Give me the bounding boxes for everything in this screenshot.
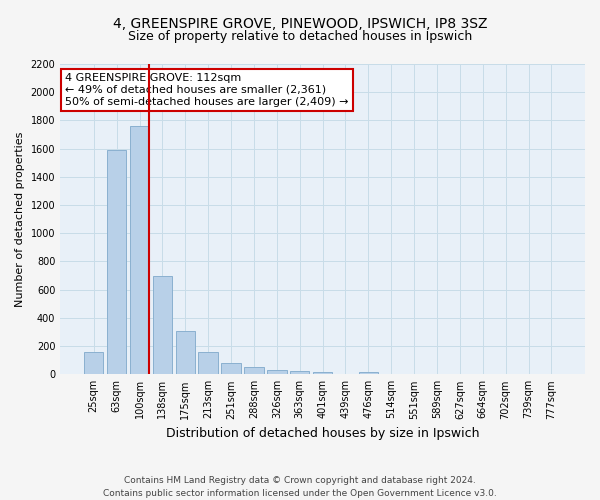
Text: Contains HM Land Registry data © Crown copyright and database right 2024.
Contai: Contains HM Land Registry data © Crown c… bbox=[103, 476, 497, 498]
Bar bbox=[244, 368, 263, 374]
Bar bbox=[176, 330, 195, 374]
Y-axis label: Number of detached properties: Number of detached properties bbox=[15, 132, 25, 307]
X-axis label: Distribution of detached houses by size in Ipswich: Distribution of detached houses by size … bbox=[166, 427, 479, 440]
Bar bbox=[152, 276, 172, 374]
Bar bbox=[290, 372, 310, 374]
Text: 4, GREENSPIRE GROVE, PINEWOOD, IPSWICH, IP8 3SZ: 4, GREENSPIRE GROVE, PINEWOOD, IPSWICH, … bbox=[113, 18, 487, 32]
Bar bbox=[199, 352, 218, 374]
Bar bbox=[267, 370, 287, 374]
Bar bbox=[359, 372, 378, 374]
Bar bbox=[130, 126, 149, 374]
Bar bbox=[84, 352, 103, 374]
Bar bbox=[107, 150, 127, 374]
Bar bbox=[221, 363, 241, 374]
Text: 4 GREENSPIRE GROVE: 112sqm
← 49% of detached houses are smaller (2,361)
50% of s: 4 GREENSPIRE GROVE: 112sqm ← 49% of deta… bbox=[65, 74, 349, 106]
Bar bbox=[313, 372, 332, 374]
Text: Size of property relative to detached houses in Ipswich: Size of property relative to detached ho… bbox=[128, 30, 472, 43]
